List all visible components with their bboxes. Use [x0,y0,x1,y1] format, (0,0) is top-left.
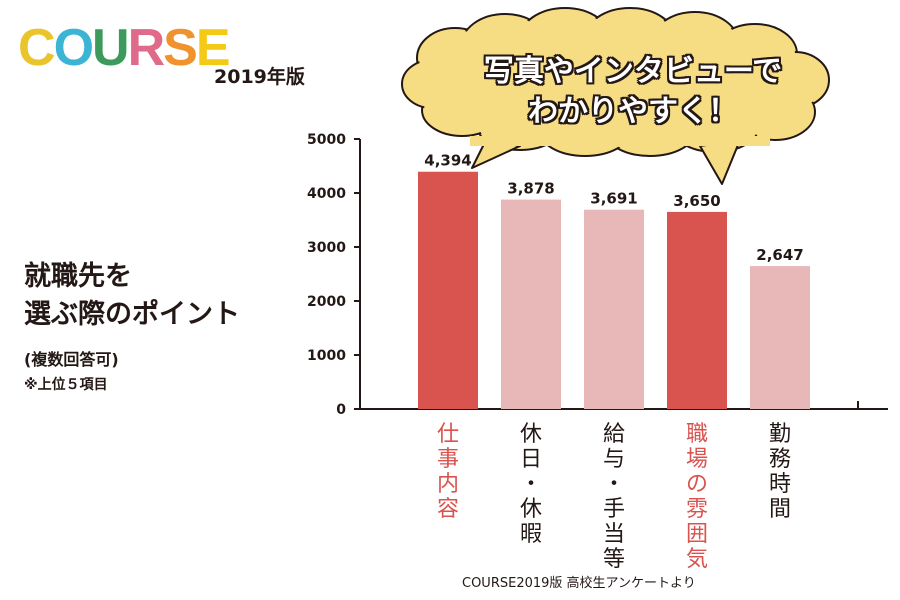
category-label-char: 給 [602,422,625,447]
edition-label: 2019年版 [214,66,305,88]
category-label-char: 気 [685,547,708,572]
category-label-char: 当 [602,522,625,547]
logo-letter: C [18,19,56,77]
category-label-char: 容 [436,497,459,522]
bar [750,266,810,409]
category-label-char: 仕 [436,422,459,447]
y-tick-label: 3000 [307,240,346,256]
logo-letter: U [92,19,130,77]
bubble-line-1: 写真やインタビューで [483,54,783,89]
source-note: COURSE2019版 高校生アンケートより [462,576,696,591]
course-logo: COURSE [18,19,231,77]
bar-value-label: 4,394 [424,152,471,170]
category-label-char: 休 [519,422,542,447]
category-label: 職場の雰囲気 [683,422,711,572]
y-tick-label: 4000 [307,186,346,202]
category-label-char: 日 [519,447,542,472]
bubble-cloud-fill [404,62,460,106]
bar [501,199,561,409]
y-tick-label: 2000 [307,294,346,310]
side-subtitle: (複数回答可) [24,350,119,369]
bar-value-label: 3,650 [673,192,720,210]
bubble-cloud-fill [447,36,803,136]
category-label-char: 暇 [519,522,542,547]
category-label-char: 休 [519,497,542,522]
category-label-char: 場 [685,447,708,472]
bar [667,211,727,409]
category-label-char: 時 [768,472,791,497]
side-title: 就職先を 選ぶ際のポイント [24,258,240,334]
bubble-tail-cover [470,136,770,146]
logo-letter: R [127,19,166,77]
logo-letter: E [195,19,231,77]
side-note: ※上位５項目 [24,377,108,393]
category-label-char: 囲 [685,522,708,547]
y-tick-label: 5000 [307,132,346,148]
category-label-char: ・ [602,472,625,497]
category-label: 給与・手当等 [600,422,628,572]
category-label-char: の [685,472,708,497]
y-tick-label: 1000 [307,348,346,364]
category-label-char: 間 [768,497,791,522]
bar-value-label: 3,878 [507,180,554,198]
bubble-tail-right [699,139,741,185]
bar-value-label: 3,691 [590,190,637,208]
category-label-char: 内 [436,472,459,497]
bar [584,209,644,409]
category-label: 休日・休暇 [517,422,545,547]
bar [418,171,478,409]
logo-letter: O [53,19,94,77]
category-label-char: 等 [602,547,625,572]
category-label-char: 務 [768,447,791,472]
side-title-line-2: 選ぶ際のポイント [24,299,240,330]
category-label-char: 勤 [768,422,791,447]
category-label-char: ・ [519,472,542,497]
category-label: 仕事内容 [434,422,462,522]
side-title-line-1: 就職先を [24,261,132,292]
category-label-char: 事 [436,447,459,472]
y-tick-label: 0 [336,402,346,418]
bubble-line-2: わかりやすく！ [528,94,738,129]
category-label-char: 職 [685,422,708,447]
logo-letter: S [163,19,198,77]
category-label: 勤務時間 [766,422,794,522]
category-label-char: 雰 [685,497,708,522]
category-label-char: 与 [602,447,625,472]
bubble-text: 写真やインタビューで わかりやすく！ [448,52,818,132]
category-label-char: 手 [602,497,625,522]
bar-value-label: 2,647 [756,246,803,264]
